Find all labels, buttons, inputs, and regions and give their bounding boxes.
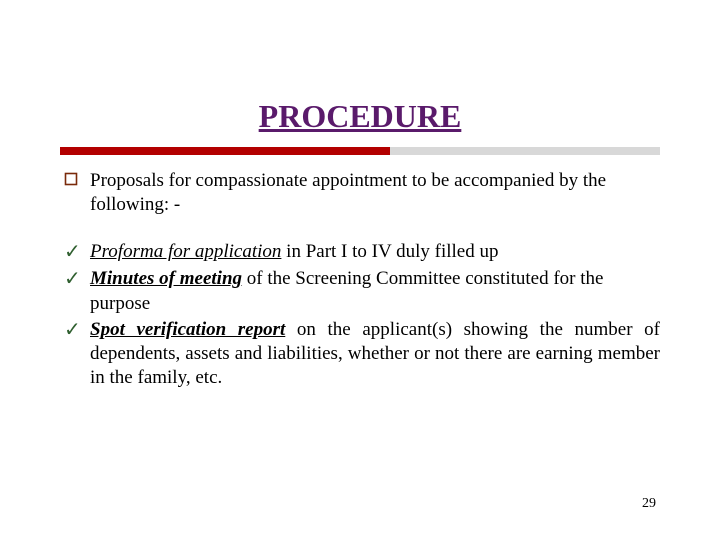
list-item-text: Spot verification report on the applican… [90,318,660,391]
content-area: Proposals for compassionate appointment … [60,169,660,391]
list-item-text: Minutes of meeting of the Screening Comm… [90,267,660,316]
divider-right [390,147,660,155]
intro-text: Proposals for compassionate appointment … [90,169,660,218]
list-item-lead: Proforma for application [90,241,281,262]
square-bullet-icon [60,169,90,193]
slide-title: PROCEDURE [60,98,660,135]
divider-left [60,147,390,155]
list-item: ✓Proforma for application in Part I to I… [60,240,660,266]
intro-item: Proposals for compassionate appointment … [60,169,660,218]
square-outline [66,174,77,185]
list-item-lead: Spot verification report [90,319,285,340]
spacer [60,220,660,240]
check-items-list: ✓Proforma for application in Part I to I… [60,240,660,391]
list-item-text: Proforma for application in Part I to IV… [90,240,660,264]
title-divider [60,147,660,155]
list-item-lead: Minutes of meeting [90,268,242,289]
check-icon: ✓ [60,240,90,266]
check-icon: ✓ [60,318,90,344]
check-icon: ✓ [60,267,90,293]
list-item: ✓Minutes of meeting of the Screening Com… [60,267,660,316]
page-number: 29 [642,496,656,512]
slide: PROCEDURE Proposals for compassionate ap… [0,0,720,540]
list-item-rest: in Part I to IV duly filled up [281,241,498,262]
list-item: ✓Spot verification report on the applica… [60,318,660,391]
